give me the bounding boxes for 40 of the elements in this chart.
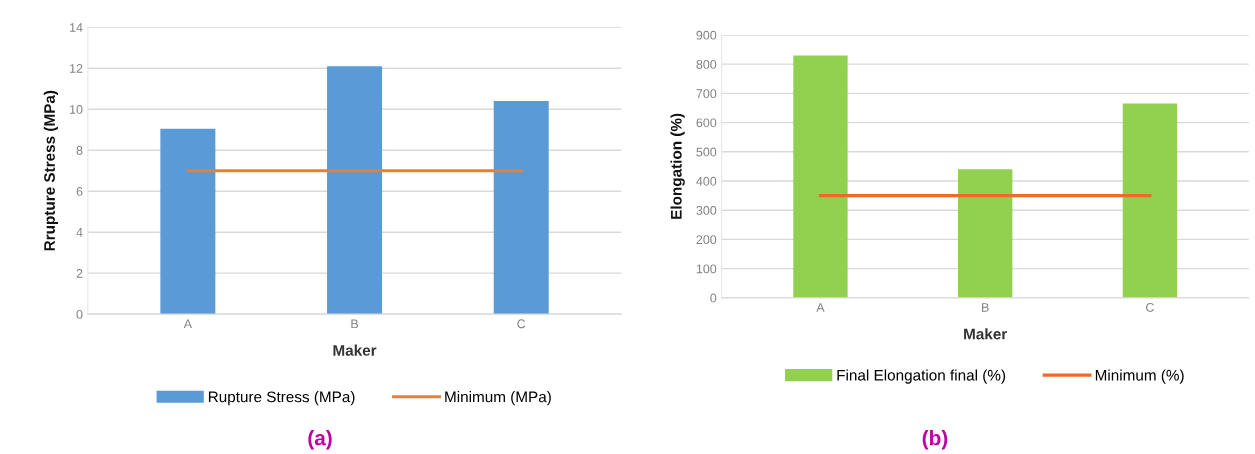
y-axis-title: Elongation (%) <box>670 113 685 219</box>
x-axis-title: Maker <box>333 344 377 356</box>
y-tick-label: 6 <box>76 187 83 196</box>
y-tick-label: 0 <box>76 309 83 319</box>
y-tick-label: 8 <box>76 146 83 155</box>
y-tick-label: 14 <box>70 23 83 32</box>
legend-label: Rupture Stress (MPa) <box>208 391 355 406</box>
y-tick-label: 500 <box>696 147 717 157</box>
text: (a) <box>308 430 332 450</box>
y-tick-label: 10 <box>70 105 83 114</box>
x-tick-label: B <box>982 303 989 312</box>
y-tick-label: 12 <box>70 64 83 73</box>
y-tick-label: 300 <box>696 206 717 215</box>
bar <box>958 169 1013 298</box>
x-axis-title: Maker <box>964 328 1008 340</box>
x-tick-label: C <box>1146 303 1154 312</box>
y-tick-label: 700 <box>696 89 717 99</box>
bar <box>160 128 216 315</box>
y-tick-label: 100 <box>696 264 717 274</box>
y-axis-title: Rrupture Stress (MPa) <box>43 90 58 251</box>
y-tick-label: 4 <box>76 228 83 237</box>
legend-label: Minimum (%) <box>1095 369 1184 384</box>
x-tick-label: B <box>351 319 359 329</box>
y-tick-label: 900 <box>696 30 717 40</box>
y-tick-label: 800 <box>696 59 717 69</box>
y-tick-label: 200 <box>696 235 717 245</box>
y-tick-label: 600 <box>696 118 717 128</box>
bar <box>493 101 549 315</box>
y-tick-label: 0 <box>710 293 717 303</box>
x-tick-label: A <box>816 303 825 312</box>
bar <box>793 55 848 298</box>
x-tick-label: A <box>183 319 192 329</box>
bar <box>1122 103 1178 298</box>
text: (b) <box>922 430 948 450</box>
legend-label: Minimum (MPa) <box>445 391 551 406</box>
y-tick-label: 2 <box>76 268 83 278</box>
bar <box>327 66 383 315</box>
y-tick-label: 400 <box>696 176 717 186</box>
x-tick-label: C <box>517 319 526 329</box>
legend-label: Final Elongation final (%) <box>837 369 1006 384</box>
